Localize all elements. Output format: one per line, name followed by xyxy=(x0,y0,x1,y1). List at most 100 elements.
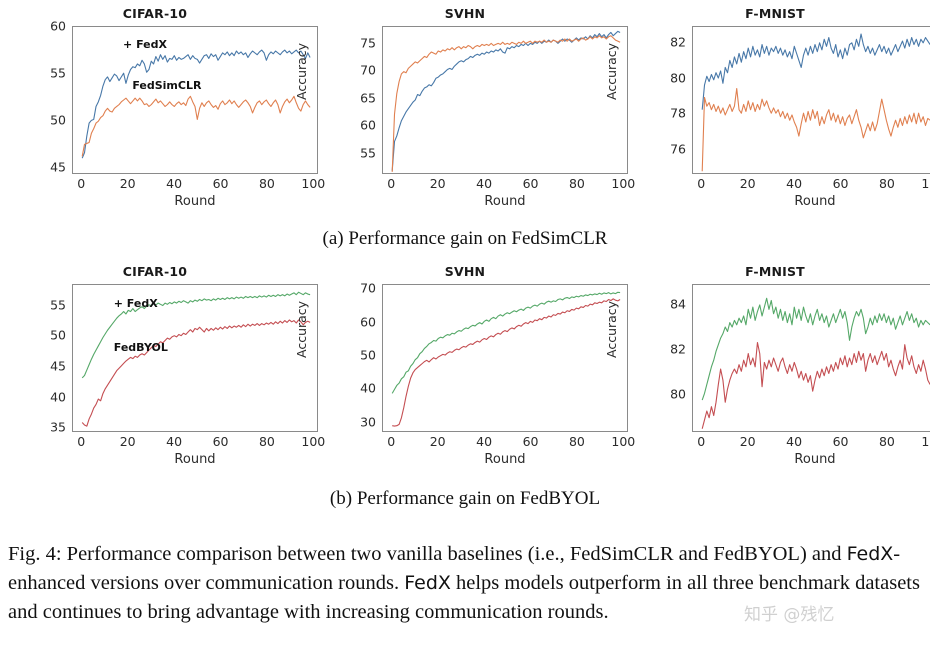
y-tick: 60 xyxy=(360,117,376,133)
y-tick: 76 xyxy=(670,141,686,157)
chart-title: CIFAR-10 xyxy=(122,6,188,21)
x-tick-labels: 0 20 40 60 80 100 xyxy=(72,434,325,452)
y-tick: 60 xyxy=(50,18,66,34)
x-axis-label: Round xyxy=(794,452,836,467)
y-tick: 55 xyxy=(360,145,376,161)
y-tick: 70 xyxy=(360,62,376,78)
x-tick: 40 xyxy=(166,176,183,191)
x-tick: 80 xyxy=(568,434,585,449)
y-tick: 82 xyxy=(670,341,686,357)
series-annotation-label: FedSimCLR xyxy=(132,78,202,92)
y-tick: 50 xyxy=(50,112,66,128)
x-tick: 0 xyxy=(387,176,396,191)
y-tick-labels: 45 50 55 60 xyxy=(22,19,66,175)
x-tick: 40 xyxy=(476,434,493,449)
y-axis-label: Accuracy xyxy=(294,42,309,100)
chart-panel-a-svhn: SVHN Accuracy 55 60 65 70 75 0 20 40 60 80 100 Ro… xyxy=(294,4,635,219)
x-tick: 60 xyxy=(522,176,539,191)
series-line xyxy=(702,89,930,172)
chart-title: F-MNIST xyxy=(745,6,805,21)
y-tick: 65 xyxy=(360,90,376,106)
y-axis-label: Accuracy xyxy=(604,42,619,100)
x-tick: 40 xyxy=(476,176,493,191)
y-tick-labels: 76 78 80 82 xyxy=(642,26,686,174)
y-tick-labels: 55 60 65 70 75 xyxy=(332,26,376,174)
y-tick: 82 xyxy=(670,34,686,50)
x-tick-labels: 0 20 40 60 80 100 xyxy=(692,434,930,452)
series-line xyxy=(82,320,310,426)
y-tick: 80 xyxy=(670,70,686,86)
y-tick: 40 xyxy=(360,380,376,396)
x-tick: 80 xyxy=(568,176,585,191)
x-tick: 100 xyxy=(921,434,930,449)
subcaption-b: (b) Performance gain on FedBYOL xyxy=(329,488,601,509)
series-line xyxy=(392,31,620,170)
x-tick: 80 xyxy=(258,176,275,191)
chart-panel-a-fmnist: F-MNIST Accuracy 76 78 80 82 0 20 40 60 80 100 R… xyxy=(604,4,930,219)
caption-text-1: Performance comparison between two vanil… xyxy=(61,543,847,565)
series-line xyxy=(82,50,310,158)
chart-title: F-MNIST xyxy=(745,264,805,279)
plot-area xyxy=(72,284,318,432)
x-tick: 0 xyxy=(77,176,86,191)
x-tick: 80 xyxy=(878,434,895,449)
x-tick: 20 xyxy=(119,434,136,449)
x-tick: 80 xyxy=(878,176,895,191)
plot-area xyxy=(692,26,930,174)
x-tick: 80 xyxy=(258,434,275,449)
x-axis-label: Round xyxy=(174,194,216,209)
series-line xyxy=(702,34,930,110)
x-tick-labels: 0 20 40 60 80 100 xyxy=(382,434,635,452)
plot-area xyxy=(692,284,930,432)
y-tick: 30 xyxy=(360,414,376,430)
x-tick: 20 xyxy=(429,434,446,449)
x-tick: 40 xyxy=(166,434,183,449)
series-annotation-label: + FedX xyxy=(113,296,158,310)
series-line xyxy=(702,298,930,400)
x-tick: 60 xyxy=(832,434,849,449)
y-tick: 60 xyxy=(360,314,376,329)
chart-row-fedbyol: CIFAR-10 Accuracy 35 40 45 50 55 0 20 40 60 80 10… xyxy=(0,262,930,477)
x-tick: 60 xyxy=(522,434,539,449)
y-tick: 50 xyxy=(50,327,66,343)
y-tick: 45 xyxy=(50,358,66,374)
x-tick-labels: 0 20 40 60 80 100 xyxy=(382,176,635,194)
caption-fedx-1: FedX xyxy=(846,543,894,565)
caption-text-3: helps models outperform in all three ben… xyxy=(8,572,920,624)
y-tick-labels: 35 40 45 50 55 xyxy=(22,284,66,435)
chart-title: SVHN xyxy=(444,6,486,21)
x-tick-labels: 0 20 40 60 80 100 xyxy=(72,176,325,194)
y-tick: 70 xyxy=(360,280,376,296)
x-tick: 20 xyxy=(429,176,446,191)
y-tick-labels: 80 82 84 xyxy=(642,284,686,432)
caption-label: Fig. 4: xyxy=(8,543,62,565)
y-tick: 75 xyxy=(360,35,376,51)
x-tick: 0 xyxy=(697,434,706,449)
series-line xyxy=(392,299,620,426)
x-tick: 20 xyxy=(739,434,756,449)
y-tick: 55 xyxy=(50,297,66,313)
caption-fedx-2: FedX xyxy=(404,572,451,595)
y-tick: 40 xyxy=(50,389,66,405)
x-tick: 100 xyxy=(301,434,326,449)
series-line xyxy=(392,292,620,393)
chart-title: CIFAR-10 xyxy=(122,264,188,279)
x-tick: 40 xyxy=(786,176,803,191)
x-axis-label: Round xyxy=(484,194,526,209)
x-tick: 100 xyxy=(301,176,326,191)
x-tick: 100 xyxy=(611,176,636,191)
subcaption-a: (a) Performance gain on FedSimCLR xyxy=(322,228,608,249)
x-axis-label: Round xyxy=(794,194,836,209)
series-line xyxy=(82,96,310,156)
y-tick: 35 xyxy=(50,419,66,435)
x-tick: 0 xyxy=(77,434,86,449)
y-tick: 50 xyxy=(360,347,376,363)
x-tick: 100 xyxy=(611,434,636,449)
figure-caption: Fig. 4: Performance comparison between t… xyxy=(8,540,922,627)
x-axis-label: Round xyxy=(484,452,526,467)
series-annotation-label: + FedX xyxy=(123,37,167,51)
x-tick: 20 xyxy=(119,176,136,191)
y-tick: 80 xyxy=(670,386,686,402)
